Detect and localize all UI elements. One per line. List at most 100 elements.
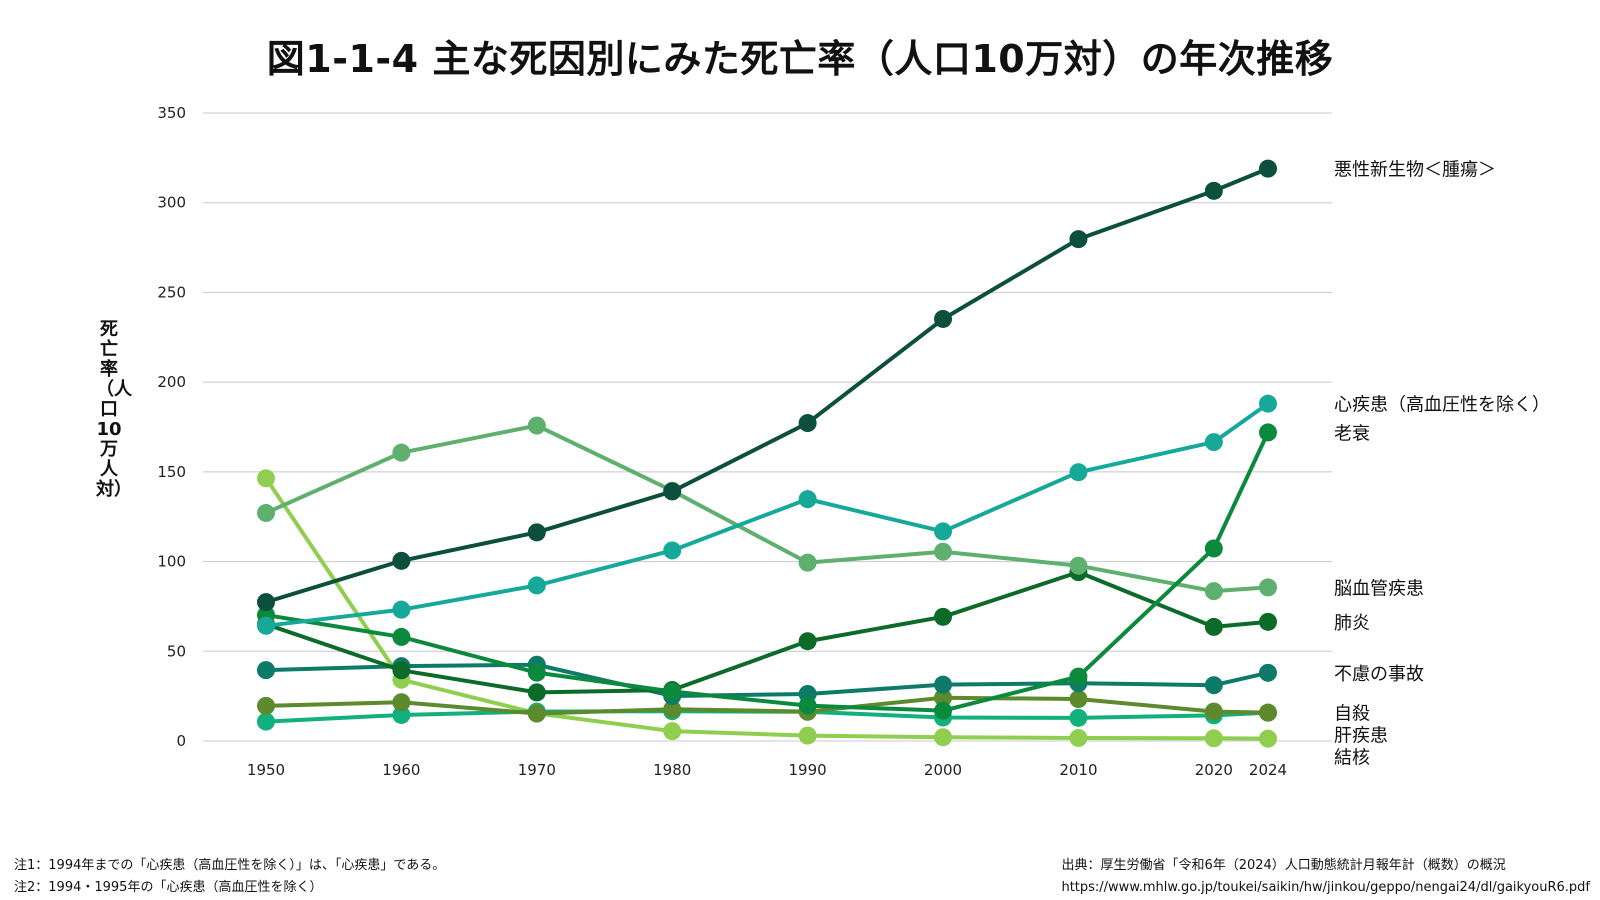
data-point <box>934 542 953 561</box>
data-point <box>1204 676 1223 695</box>
series-label: 結核 <box>1334 748 1370 769</box>
y-tick-label: 50 <box>167 642 186 660</box>
series-line <box>265 166 1269 605</box>
x-tick-label: 1950 <box>247 761 285 779</box>
data-point <box>1069 690 1088 709</box>
y-tick-label: 300 <box>157 194 186 212</box>
data-point <box>257 616 275 635</box>
y-tick-label: 350 <box>157 104 186 122</box>
data-point <box>663 541 682 560</box>
data-point <box>1204 582 1223 601</box>
data-point <box>1069 708 1088 727</box>
series-9 <box>257 469 1277 748</box>
series-line <box>265 402 1270 628</box>
footnote-2: 注2：1994・1995年の「心疾患（高血圧性を除く） <box>14 880 323 895</box>
y-tick-label: 200 <box>157 373 186 391</box>
data-point <box>934 675 953 694</box>
data-point <box>1069 230 1088 249</box>
x-tick-label: 2010 <box>1059 761 1097 779</box>
data-point <box>257 696 275 715</box>
series-label: 悪性新生物＜腫瘍＞ <box>1334 160 1496 181</box>
data-point <box>934 522 953 541</box>
series-label: 肺炎 <box>1334 613 1370 634</box>
data-point <box>798 726 817 745</box>
data-point <box>392 627 411 646</box>
data-point <box>798 553 817 572</box>
data-point <box>1204 433 1223 452</box>
x-tick-label: 1960 <box>382 761 420 779</box>
data-point <box>257 712 275 731</box>
x-tick-label: 1970 <box>518 761 556 779</box>
data-point <box>257 469 275 488</box>
gridlines <box>203 112 1332 742</box>
data-point <box>798 696 817 715</box>
series-line <box>265 423 1269 594</box>
y-tick-label: 150 <box>157 463 186 481</box>
data-point <box>1204 702 1223 721</box>
series-label: 自殺 <box>1334 704 1370 725</box>
data-point <box>527 704 546 723</box>
data-point <box>1069 463 1088 482</box>
x-tick-label: 2024 <box>1249 761 1287 779</box>
data-point <box>527 576 546 595</box>
chart-title: 図1-1-4 主な死因別にみた死亡率（人口10万対）の年次推移 <box>266 37 1334 81</box>
data-point <box>1259 394 1277 413</box>
data-point <box>527 683 546 702</box>
x-axis-ticks: 1950 1960 1970 1980 1990 2000 2010 2020 2024 <box>247 761 1287 779</box>
data-point <box>527 416 546 435</box>
data-point <box>392 705 411 724</box>
x-tick-label: 1980 <box>653 761 691 779</box>
data-point <box>392 443 411 462</box>
data-point <box>798 632 817 651</box>
y-axis-label: 死亡率（人口10万人対） <box>96 319 132 500</box>
series-label: 老衰 <box>1334 423 1370 444</box>
data-point <box>392 661 411 680</box>
series-line <box>265 570 1269 695</box>
data-point <box>798 490 817 509</box>
data-point <box>1259 663 1277 682</box>
data-point <box>257 503 275 522</box>
y-tick-label: 0 <box>176 732 186 750</box>
source-citation: 出典：厚生労働省「令和6年（2024）人口動態統計月報年計（概数）の概況 htt… <box>1061 855 1590 899</box>
data-point <box>1259 159 1277 178</box>
data-point <box>392 551 411 570</box>
y-tick-label: 100 <box>157 553 186 571</box>
data-point <box>257 593 275 612</box>
data-point <box>934 701 953 720</box>
series-2 <box>257 394 1277 635</box>
data-point <box>934 688 953 707</box>
x-tick-label: 1990 <box>789 761 827 779</box>
x-tick-label: 2020 <box>1195 761 1233 779</box>
x-tick-label: 2000 <box>924 761 962 779</box>
data-point <box>527 663 546 682</box>
y-tick-label: 250 <box>157 283 186 301</box>
series-1 <box>257 159 1277 612</box>
footnotes: 注1：1994年までの「心疾患（高血圧性を除く）」は、「心疾患」である。 注2：… <box>14 855 445 899</box>
data-point <box>1259 423 1277 442</box>
data-point <box>527 523 546 542</box>
series-line <box>265 662 1269 698</box>
data-point <box>934 309 953 328</box>
data-point <box>663 700 682 719</box>
data-point <box>1069 728 1088 747</box>
series-3 <box>257 423 1277 720</box>
series-label: 脳血管疾患 <box>1334 578 1424 599</box>
data-point <box>1204 181 1223 200</box>
data-point <box>1259 703 1277 722</box>
data-point <box>257 661 275 680</box>
data-point <box>663 682 682 701</box>
series-labels: 悪性新生物＜腫瘍＞ 心疾患（高血圧性を除く） 老衰脳血管疾患肺炎不慮の事故自殺肝疾患… <box>1334 160 1550 769</box>
data-point <box>392 600 411 619</box>
series-label: 肝疾患 <box>1334 726 1388 747</box>
data-point <box>1259 578 1277 597</box>
series-8 <box>257 702 1277 731</box>
data-point <box>934 607 953 626</box>
footnote-1: 注1：1994年までの「心疾患（高血圧性を除く）」は、「心疾患」である。 <box>14 858 446 873</box>
source-url: https://www.mhlw.go.jp/toukei/saikin/hw/… <box>1061 880 1590 895</box>
data-point <box>1069 556 1088 575</box>
data-point <box>663 482 682 501</box>
source-line-1: 出典：厚生労働省「令和6年（2024）人口動態統計月報年計（概数）の概況 <box>1061 858 1506 873</box>
data-point <box>1069 667 1088 686</box>
data-point <box>798 414 817 433</box>
